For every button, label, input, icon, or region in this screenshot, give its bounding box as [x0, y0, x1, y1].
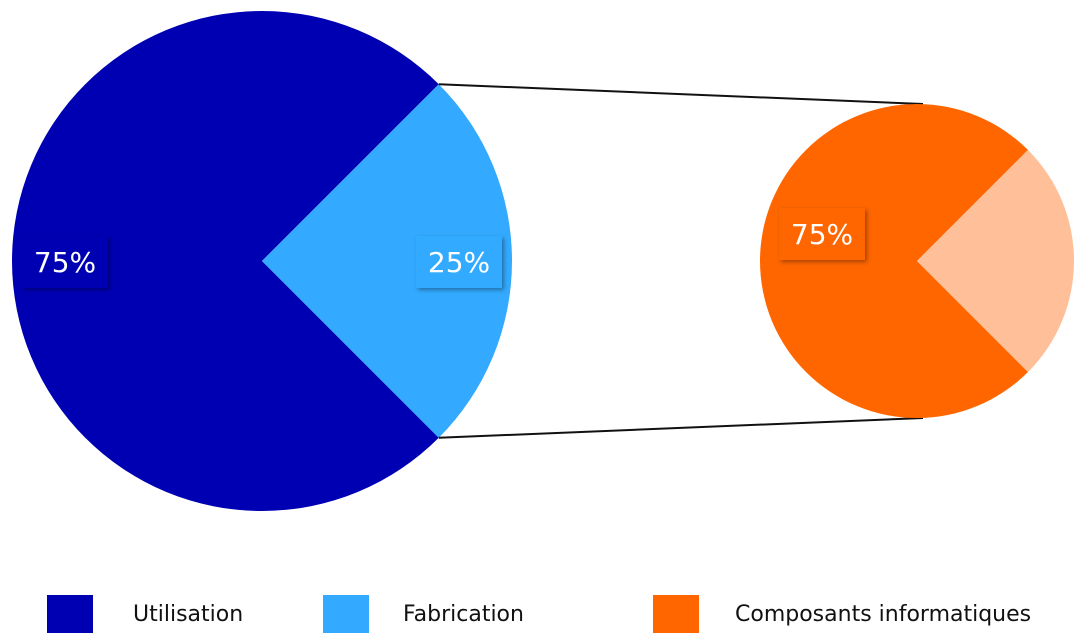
data-label-fabrication-text: 25% — [428, 246, 490, 279]
data-label-fabrication-box — [416, 236, 502, 288]
secondary-pie — [759, 104, 1075, 418]
data-label-composants-informatiques: 75% — [779, 208, 865, 260]
legend-swatch-composants-informatiques — [653, 595, 699, 633]
legend-label-fabrication: Fabrication — [403, 602, 524, 627]
pie-slice-fabrication — [262, 84, 512, 438]
pie-slice-utilisation — [12, 11, 439, 512]
data-label-fabrication: 25% — [416, 236, 502, 288]
pie-slice-secondary-other — [917, 149, 1075, 373]
data-label-utilisation: 75% — [22, 236, 108, 288]
data-label-composants-informatiques-box — [779, 208, 865, 260]
connector-lines — [438, 83, 924, 439]
legend-swatch-utilisation — [47, 595, 93, 633]
pie-of-pie-chart: 75% 25% 75% — [12, 11, 1075, 512]
data-labels: 75% 25% 75% — [22, 208, 865, 288]
legend-label-utilisation: Utilisation — [133, 602, 244, 627]
main-pie — [12, 11, 512, 512]
legend: Utilisation Fabrication Composants infor… — [0, 592, 1076, 633]
legend-swatch-fabrication — [323, 595, 369, 633]
connector-line-bottom — [438, 417, 924, 439]
connector-line-top — [438, 83, 924, 105]
data-label-utilisation-text: 75% — [34, 246, 96, 279]
pie-slice-composants-informatiques — [759, 104, 1029, 418]
data-label-composants-informatiques-text: 75% — [791, 218, 853, 251]
data-label-utilisation-box — [22, 236, 108, 288]
legend-label-composants-informatiques: Composants informatiques — [735, 602, 1032, 627]
